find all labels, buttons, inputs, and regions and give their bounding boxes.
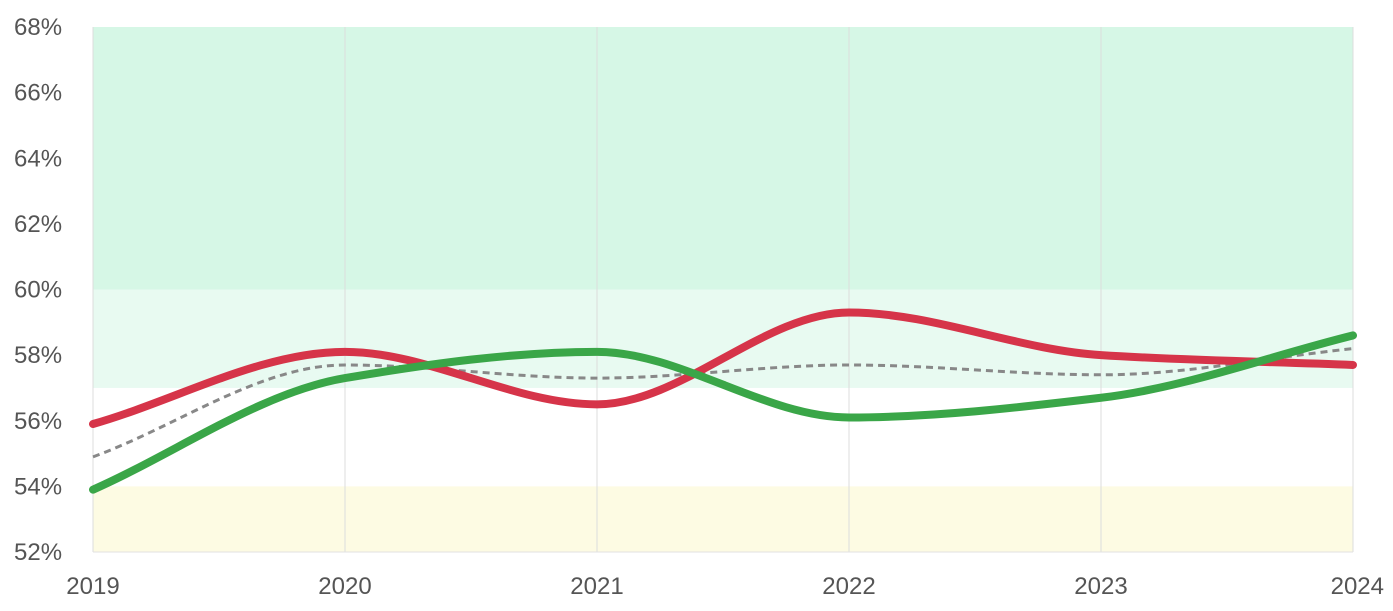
x-tick-label: 2019	[66, 573, 119, 600]
y-tick-label: 58%	[14, 342, 62, 369]
x-tick-label: 2024	[1331, 573, 1384, 600]
band-0	[93, 27, 1353, 290]
band-2	[93, 486, 1353, 552]
y-tick-label: 64%	[14, 145, 62, 172]
y-axis-tick-labels: 52% 54% 56% 58% 60% 62% 64% 66% 68%	[14, 14, 62, 566]
series-lines	[89, 308, 1357, 494]
series-line-2	[92, 347, 1354, 459]
x-tick-label: 2020	[318, 573, 371, 600]
y-tick-label: 56%	[14, 408, 62, 435]
y-tick-label: 62%	[14, 211, 62, 238]
background-bands	[93, 27, 1353, 552]
y-tick-label: 66%	[14, 80, 62, 107]
x-tick-label: 2021	[570, 573, 623, 600]
series-line-1	[89, 331, 1357, 494]
y-tick-label: 60%	[14, 277, 62, 304]
y-tick-label: 54%	[14, 473, 62, 500]
x-tick-label: 2022	[822, 573, 875, 600]
y-tick-label: 68%	[14, 14, 62, 41]
y-tick-label: 52%	[14, 539, 62, 566]
x-tick-label: 2023	[1074, 573, 1127, 600]
series-line-0	[89, 308, 1357, 429]
band-1	[93, 289, 1353, 388]
x-axis-tick-labels: 2019 2020 2021 2022 2023 2024	[66, 573, 1384, 600]
grid-lines	[92, 27, 1354, 553]
